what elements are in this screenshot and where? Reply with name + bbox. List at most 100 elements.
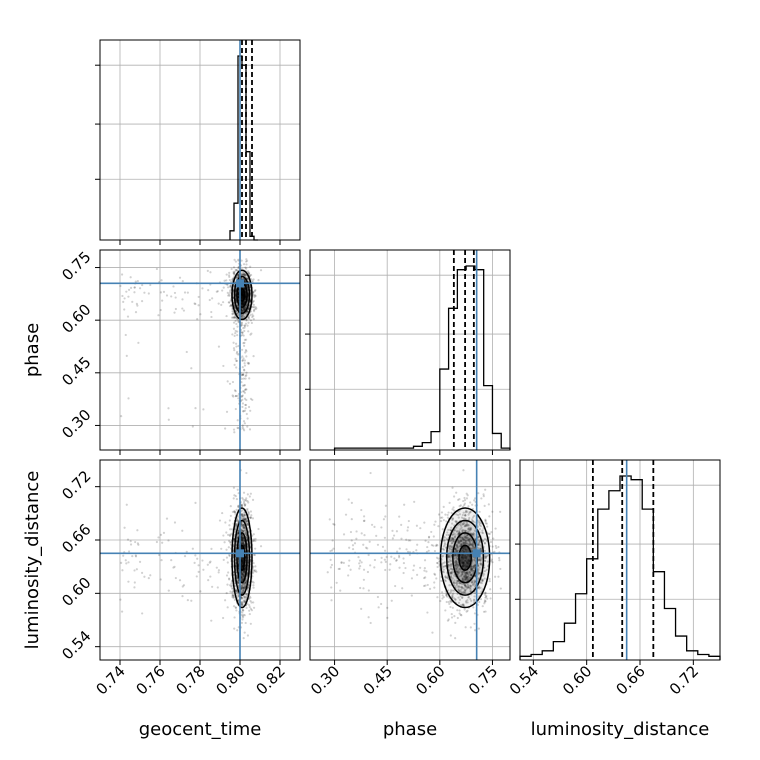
sample-point bbox=[331, 539, 334, 542]
sample-point bbox=[469, 501, 472, 504]
sample-point bbox=[240, 536, 244, 539]
sample-point bbox=[248, 609, 251, 612]
sample-point bbox=[461, 596, 464, 599]
sample-point bbox=[447, 528, 450, 532]
sample-point bbox=[247, 584, 250, 587]
sample-point bbox=[461, 523, 464, 526]
sample-point bbox=[449, 545, 452, 549]
sample-point bbox=[251, 398, 254, 401]
sample-point bbox=[480, 546, 483, 549]
sample-point bbox=[119, 284, 122, 288]
sample-point bbox=[242, 294, 245, 298]
sample-point bbox=[244, 534, 248, 537]
sample-point bbox=[473, 529, 476, 532]
sample-point bbox=[455, 563, 458, 566]
sample-point bbox=[133, 286, 136, 289]
sample-point bbox=[470, 538, 473, 542]
sample-point bbox=[499, 510, 502, 513]
sample-point bbox=[463, 545, 467, 549]
sample-point bbox=[167, 589, 170, 592]
sample-point bbox=[242, 315, 246, 319]
sample-point bbox=[474, 574, 477, 578]
sample-point bbox=[442, 571, 445, 574]
sample-point bbox=[228, 291, 232, 294]
sample-point bbox=[481, 580, 484, 583]
sample-point bbox=[247, 526, 250, 529]
sample-point bbox=[453, 579, 456, 582]
sample-point bbox=[465, 536, 468, 539]
sample-point bbox=[136, 529, 139, 532]
sample-point bbox=[234, 407, 237, 411]
sample-point bbox=[226, 283, 229, 286]
sample-point bbox=[455, 560, 458, 563]
sample-point bbox=[249, 397, 253, 400]
sample-point bbox=[173, 291, 177, 295]
sample-point bbox=[233, 273, 236, 276]
sample-point bbox=[447, 618, 450, 621]
sample-point bbox=[464, 524, 467, 527]
sample-point bbox=[455, 555, 459, 558]
sample-point bbox=[389, 563, 392, 566]
sample-point bbox=[221, 511, 224, 515]
sample-point bbox=[451, 486, 454, 489]
sample-point bbox=[233, 616, 236, 619]
sample-point bbox=[245, 267, 248, 270]
sample-point bbox=[479, 525, 483, 528]
sample-point bbox=[366, 570, 370, 574]
sample-point bbox=[465, 577, 469, 580]
sample-point bbox=[242, 517, 245, 521]
sample-point bbox=[484, 593, 487, 596]
sample-point bbox=[436, 561, 439, 565]
sample-point bbox=[206, 269, 209, 273]
sample-point bbox=[229, 514, 232, 517]
sample-point bbox=[484, 555, 487, 558]
sample-point bbox=[464, 564, 467, 567]
sample-point bbox=[240, 541, 243, 544]
sample-point bbox=[252, 293, 255, 296]
sample-point bbox=[240, 295, 243, 299]
sample-point bbox=[485, 568, 488, 571]
sample-point bbox=[243, 391, 246, 394]
sample-point bbox=[252, 278, 255, 281]
sample-point bbox=[478, 527, 481, 531]
sample-point bbox=[242, 541, 245, 545]
sample-point bbox=[240, 536, 243, 539]
sample-point bbox=[462, 555, 465, 559]
sample-point bbox=[472, 532, 475, 535]
sample-point bbox=[235, 589, 238, 592]
sample-point bbox=[234, 394, 238, 398]
sample-point bbox=[138, 287, 142, 290]
sample-point bbox=[243, 582, 246, 586]
sample-point bbox=[241, 302, 245, 305]
y-tick-label: 0.54 bbox=[58, 627, 94, 663]
sample-point bbox=[229, 590, 232, 593]
sample-point bbox=[234, 390, 237, 393]
sample-point bbox=[237, 579, 240, 583]
sample-point bbox=[459, 545, 462, 548]
sample-point bbox=[241, 539, 244, 542]
sample-point bbox=[241, 539, 244, 542]
sample-point bbox=[240, 621, 244, 624]
sample-point bbox=[231, 595, 235, 598]
sample-point bbox=[242, 539, 245, 542]
sample-point bbox=[470, 599, 473, 602]
sample-point bbox=[244, 407, 247, 410]
sample-point bbox=[237, 529, 240, 532]
sample-point bbox=[206, 563, 209, 566]
phase-histogram-panel bbox=[305, 249, 511, 455]
sample-point bbox=[243, 308, 246, 311]
sample-point bbox=[384, 568, 387, 572]
sample-point bbox=[228, 533, 232, 536]
sample-point bbox=[473, 559, 477, 562]
sample-point bbox=[235, 276, 238, 279]
sample-point bbox=[457, 565, 460, 568]
y-tick-label: 0.30 bbox=[58, 406, 94, 442]
sample-point bbox=[147, 576, 150, 580]
sample-point bbox=[477, 568, 480, 571]
sample-point bbox=[467, 573, 470, 576]
sample-point bbox=[249, 313, 252, 317]
sample-point bbox=[454, 554, 458, 557]
sample-point bbox=[349, 530, 353, 534]
sample-point bbox=[455, 580, 459, 583]
sample-point bbox=[235, 538, 239, 541]
